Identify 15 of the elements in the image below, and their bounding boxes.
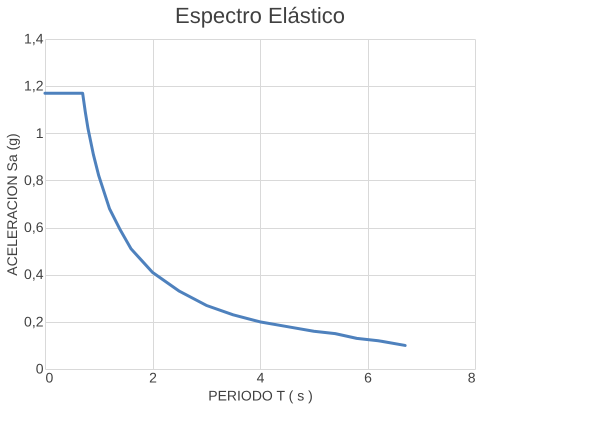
y-tick-label: 0,6 [24,219,44,236]
x-tick-label: 8 [468,370,476,386]
y-tick-label: 0,8 [24,172,44,188]
y-axis-title: ACELERACION Sa (g) [4,133,20,276]
y-tick-label: 0,4 [24,266,44,282]
x-tick-label: 6 [364,370,372,386]
line-series [44,92,407,347]
y-tick-label: 1,4 [24,30,44,46]
x-tick-label: 4 [256,370,265,386]
x-tick-label: 2 [149,370,158,386]
y-tick-label: 1,2 [24,78,44,94]
x-axis-title: PERIODO T ( s ) [208,388,313,404]
chart-title: Espectro Elástico [175,3,345,28]
y-tick-label: 0,2 [24,313,44,330]
y-tick-label: 1 [36,124,44,141]
